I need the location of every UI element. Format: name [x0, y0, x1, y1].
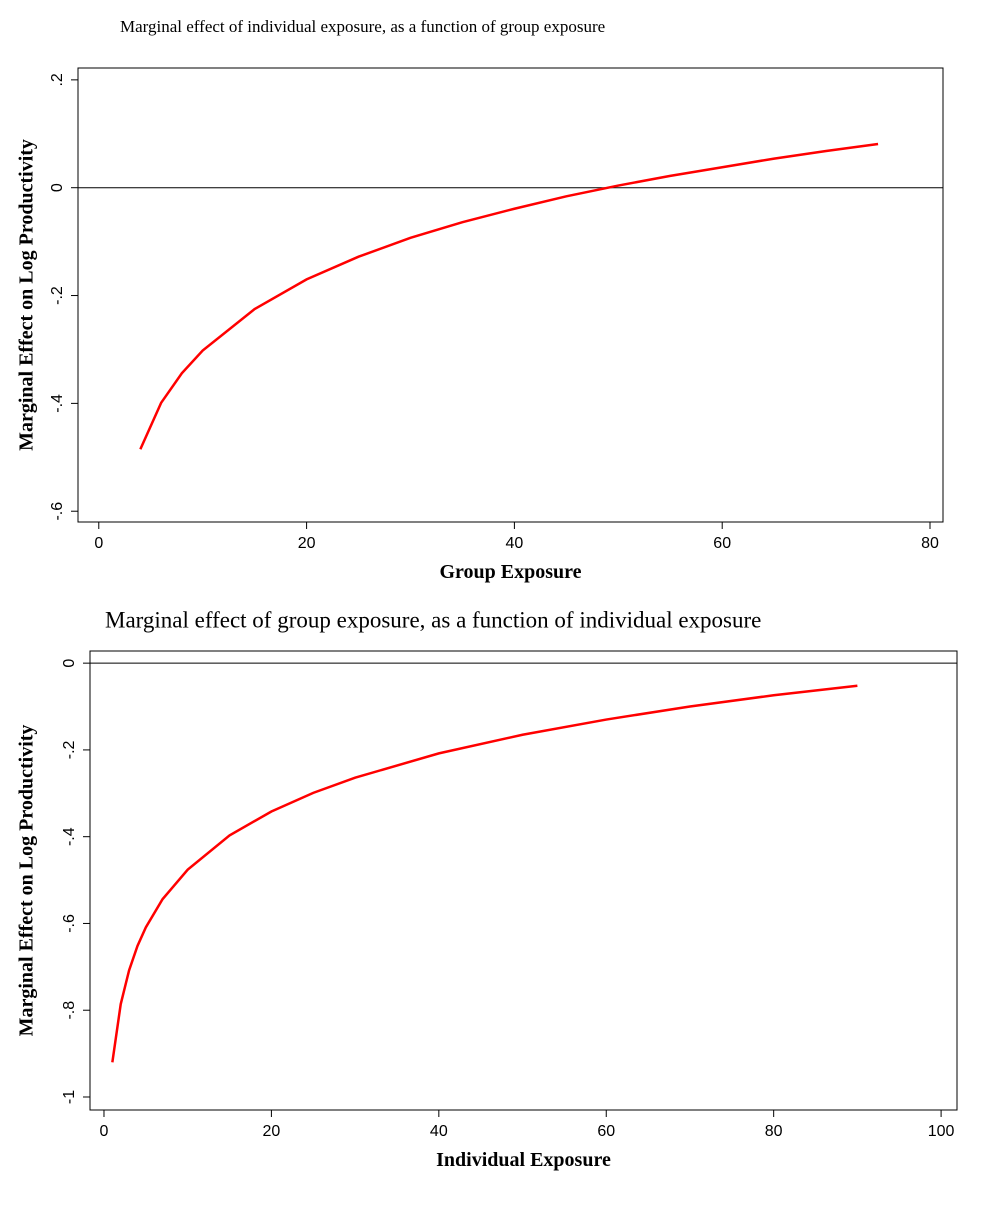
y-tick-label: -.6 — [49, 502, 66, 521]
y-tick-label: 0 — [49, 183, 66, 192]
y-tick-label: -1 — [61, 1090, 78, 1104]
y-axis-label: Marginal Effect on Log Productivity — [16, 725, 38, 1037]
x-tick-label: 80 — [765, 1123, 783, 1140]
y-tick-label: -.4 — [61, 827, 78, 846]
y-tick-label: -.8 — [61, 1001, 78, 1020]
x-tick-label: 100 — [928, 1123, 955, 1140]
chart-title: Marginal effect of group exposure, as a … — [105, 607, 761, 632]
y-tick-label: -.2 — [49, 286, 66, 305]
y-axis-label: Marginal Effect on Log Productivity — [16, 139, 38, 451]
x-tick-label: 80 — [921, 535, 939, 552]
chart-title: Marginal effect of individual exposure, … — [120, 17, 605, 36]
y-tick-label: -.6 — [61, 914, 78, 933]
x-axis-label: Individual Exposure — [436, 1149, 611, 1171]
plot-frame — [77, 67, 944, 523]
x-tick-label: 20 — [263, 1123, 281, 1140]
x-tick-label: 20 — [298, 535, 316, 552]
x-tick-label: 60 — [713, 535, 731, 552]
y-tick-label: -.2 — [61, 740, 78, 759]
x-axis-label: Group Exposure — [439, 561, 581, 583]
x-tick-label: 0 — [100, 1123, 109, 1140]
y-tick-label: .2 — [49, 73, 66, 86]
x-tick-label: 60 — [597, 1123, 615, 1140]
data-line — [111, 684, 858, 1063]
y-tick-label: 0 — [61, 659, 78, 668]
plot-frame — [89, 650, 958, 1111]
x-tick-label: 0 — [94, 535, 103, 552]
x-tick-label: 40 — [505, 535, 523, 552]
x-tick-label: 40 — [430, 1123, 448, 1140]
y-tick-label: -.4 — [49, 394, 66, 413]
data-line — [139, 142, 879, 450]
